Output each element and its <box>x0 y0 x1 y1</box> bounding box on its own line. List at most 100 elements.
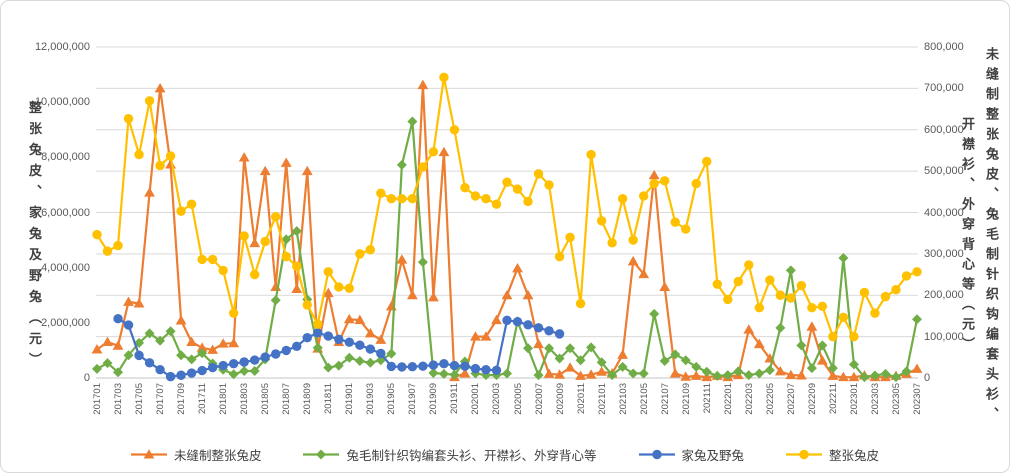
series-1-marker <box>859 372 870 383</box>
series-0-marker <box>123 296 134 306</box>
series-3-marker <box>134 149 144 160</box>
series-3-marker <box>891 285 901 295</box>
series-0-marker <box>249 237 261 248</box>
series-0-marker <box>659 281 671 291</box>
left-axis-tick-label: 4,000,000 <box>41 261 90 274</box>
series-1-marker <box>428 368 439 379</box>
series-1-marker <box>764 365 775 376</box>
series-1-marker <box>649 308 660 319</box>
series-0-marker <box>406 289 418 300</box>
left-axis-tick-label: 0 <box>83 372 90 384</box>
series-3-marker <box>355 249 365 259</box>
series-1-marker <box>176 350 187 361</box>
series-1-marker <box>680 355 691 366</box>
x-axis-tick-label: 202103 <box>617 383 629 415</box>
right-axis-title-line1: 未缝制整张兔皮、兔毛制针织钩编套头衫、 <box>984 46 999 427</box>
series-3-marker <box>155 160 165 171</box>
series-1-marker <box>890 372 901 383</box>
left-axis-tick-label: 12,000,000 <box>34 41 90 53</box>
series-2-marker <box>239 357 249 367</box>
series-3-marker <box>733 276 743 287</box>
series-3-marker <box>880 291 891 302</box>
series-0-marker <box>417 79 429 90</box>
series-3-marker <box>754 302 765 313</box>
series-2-marker <box>134 350 144 361</box>
series-line-0 <box>95 84 919 379</box>
series-0-marker <box>175 315 187 325</box>
series-3-marker <box>197 254 207 265</box>
left-axis-title: 整张兔皮、家兔及野兔（元） <box>27 100 42 373</box>
series-1-marker <box>838 253 849 264</box>
series-3-marker <box>617 194 628 204</box>
legend-item-0: 未缝制整张兔皮 <box>130 445 261 464</box>
series-1-marker <box>607 370 618 381</box>
series-2-marker <box>186 368 197 378</box>
x-axis-tick-label: 202205 <box>764 383 776 415</box>
series-0-marker <box>617 349 629 359</box>
x-axis-tick-label: 201703 <box>113 383 125 415</box>
series-2-marker <box>113 313 123 324</box>
x-axis-tick-label: 201711 <box>197 383 209 414</box>
series-3-marker <box>313 319 323 329</box>
series-0-marker <box>638 268 650 279</box>
x-axis-tick-label: 202201 <box>722 383 734 415</box>
series-0-marker <box>491 314 502 325</box>
series-1-marker <box>270 295 281 306</box>
series-0-marker <box>133 298 145 308</box>
series-3-marker <box>491 199 502 209</box>
x-axis-tick-label: 202203 <box>743 383 755 415</box>
series-0-marker <box>774 365 786 376</box>
series-2-marker <box>228 358 239 369</box>
series-2-marker <box>302 333 312 343</box>
series-0-marker <box>480 331 492 341</box>
x-axis-tick-label: 201901 <box>344 383 356 415</box>
series-0-marker <box>753 338 765 349</box>
x-axis-tick-label: 201803 <box>239 383 251 415</box>
series-1-marker <box>165 326 176 337</box>
series-3-marker <box>407 194 418 204</box>
x-axis-tick-label: 202105 <box>638 383 650 415</box>
series-3-marker <box>281 251 291 262</box>
series-1-marker <box>880 368 891 379</box>
series-0-marker <box>91 344 103 354</box>
series-3-marker <box>554 251 565 262</box>
series-2-marker <box>176 370 186 380</box>
series-0-marker <box>690 370 702 380</box>
series-3-marker <box>460 182 470 193</box>
series-3-marker <box>670 217 680 227</box>
series-1-marker <box>281 234 292 245</box>
series-2-marker <box>365 344 376 354</box>
series-0-marker <box>154 82 166 93</box>
series-2-marker <box>512 317 523 327</box>
left-axis-tick-label: 2,000,000 <box>41 316 90 329</box>
series-3-marker <box>691 178 701 189</box>
series-2-marker <box>323 331 333 341</box>
series-1-marker <box>701 366 712 377</box>
x-axis-tick-label: 202011 <box>575 383 587 414</box>
series-3-marker <box>702 156 712 167</box>
series-3-marker <box>659 176 670 186</box>
series-3-marker <box>786 293 796 303</box>
series-2-marker <box>397 362 407 372</box>
series-0-marker <box>428 291 439 302</box>
series-2-marker <box>165 371 176 382</box>
series-1-marker <box>123 350 134 361</box>
series-1-marker <box>554 353 565 364</box>
series-3-marker <box>744 260 754 270</box>
series-2-marker <box>123 320 134 330</box>
series-0-marker <box>280 157 292 167</box>
series-2-marker <box>281 345 291 356</box>
series-0-marker <box>144 187 155 197</box>
series-1-marker <box>323 362 334 373</box>
right-axis-tick-label: 800,000 <box>924 41 964 53</box>
x-axis-tick-label: 202307 <box>912 383 923 415</box>
series-2-marker <box>207 362 218 373</box>
x-axis-tick-label: 201911 <box>449 383 461 414</box>
series-3-marker <box>859 287 870 298</box>
series-0-marker <box>648 169 660 180</box>
series-1-marker <box>291 226 302 237</box>
x-axis-tick-label: 202305 <box>890 383 902 415</box>
series-0-marker <box>470 331 481 341</box>
x-axis-tick-label: 202109 <box>680 383 692 415</box>
series-0-marker <box>743 324 755 334</box>
